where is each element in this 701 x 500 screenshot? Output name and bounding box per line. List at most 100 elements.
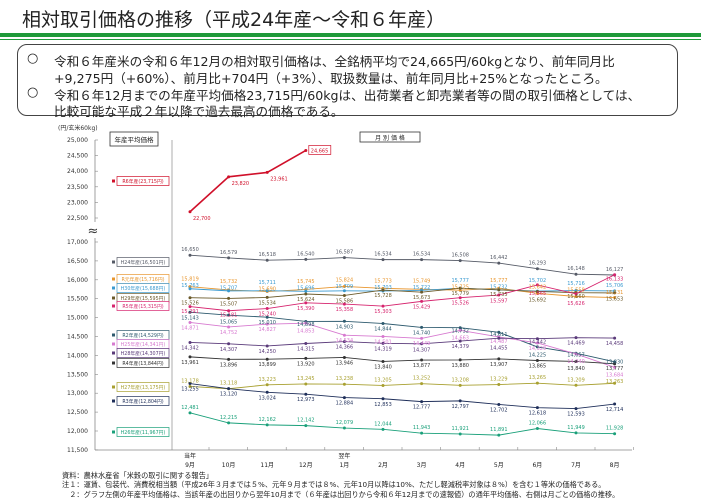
legend-label: H25年産(14,341円)	[121, 341, 166, 348]
data-point	[420, 336, 424, 340]
data-label: 14,458	[606, 341, 624, 347]
data-label: 14,898	[297, 322, 315, 328]
data-label: 13,229	[490, 377, 508, 383]
data-point	[188, 287, 192, 291]
data-point	[188, 340, 192, 344]
legend-marker	[112, 286, 115, 290]
data-label: 15,653	[606, 296, 624, 302]
legend-label: H28年産(14,307円)	[121, 350, 166, 357]
data-point	[420, 400, 424, 404]
data-label: 12,162	[258, 417, 276, 423]
data-label: 14,315	[297, 346, 315, 352]
data-label: 15,240	[258, 312, 276, 318]
data-point	[497, 336, 501, 340]
data-label: 12,066	[529, 421, 547, 427]
data-label: 14,442	[529, 339, 547, 345]
series-line	[189, 254, 615, 276]
data-label: 13,840	[374, 364, 392, 370]
data-point	[265, 344, 269, 348]
data-point	[342, 293, 346, 297]
data-label: 13,877	[413, 363, 431, 369]
data-point	[265, 307, 269, 311]
data-label: 14,752	[220, 330, 238, 336]
footnote-1: 注１：運賃、包装代、消費税相当額（平成26年３月までは５%、元年９月までは８%、…	[62, 480, 606, 490]
data-label: 15,722	[413, 285, 431, 291]
data-point	[535, 289, 539, 293]
data-label: 15,586	[336, 298, 354, 304]
data-point	[304, 301, 308, 305]
data-point	[342, 319, 346, 323]
data-label: 14,501	[374, 339, 392, 345]
data-label: 11,949	[567, 425, 585, 431]
data-point	[497, 288, 501, 292]
data-point	[497, 383, 501, 387]
data-label: 12,702	[490, 407, 508, 413]
summary-line: 令和６年12月までの年産平均価格23,715円/60kgは、出荷業者と卸売業者等…	[54, 88, 641, 103]
data-label: 15,773	[374, 278, 392, 284]
data-label: 11,943	[413, 425, 431, 431]
data-point	[265, 322, 269, 326]
data-label: 15,732	[220, 279, 238, 285]
data-point	[613, 432, 617, 436]
x-tick-label: 7月	[571, 462, 581, 469]
y-tick-label: 16,500	[67, 258, 88, 265]
data-label: 14,342	[181, 345, 199, 351]
data-label: 13,880	[451, 363, 469, 369]
x-tick-prefix: 当年	[184, 452, 196, 460]
legend-marker	[112, 179, 115, 183]
legend-marker	[112, 342, 115, 346]
data-label: 16,508	[451, 253, 469, 259]
data-point	[613, 296, 617, 300]
legend-marker	[112, 260, 115, 264]
data-label: 13,920	[297, 361, 315, 367]
legend-marker	[112, 399, 115, 403]
data-label: 15,707	[220, 286, 238, 292]
data-label: 13,208	[451, 377, 469, 383]
data-label: 15,692	[529, 298, 547, 304]
data-point	[420, 258, 424, 262]
data-point	[381, 383, 385, 387]
data-label: 13,178	[181, 378, 199, 384]
x-tick-prefix: 翌年	[338, 452, 350, 460]
data-label: 14,057	[567, 353, 585, 359]
data-label: 13,865	[529, 364, 547, 370]
data-point	[458, 432, 462, 436]
data-point	[227, 357, 231, 361]
data-label: 12,777	[413, 405, 431, 411]
data-point	[574, 359, 578, 363]
legend-label: H26年産(11,967円)	[121, 429, 166, 436]
data-point	[342, 426, 346, 430]
data-point	[574, 289, 578, 293]
data-point	[381, 397, 385, 401]
data-label: 13,238	[336, 376, 354, 382]
series-1	[188, 253, 617, 277]
data-label: 15,728	[374, 293, 392, 299]
data-point	[304, 257, 308, 261]
data-point	[613, 381, 617, 385]
y-tick-label: 14,500	[67, 334, 88, 341]
data-point	[188, 285, 192, 289]
data-point	[227, 325, 231, 329]
data-label: 15,749	[413, 278, 431, 284]
right-panel-label: 月 別 価 格	[375, 134, 405, 142]
x-tick-label: 5月	[494, 462, 504, 469]
data-point	[381, 334, 385, 338]
data-label: 13,205	[374, 377, 392, 383]
data-label: 16,148	[567, 266, 585, 272]
data-point	[458, 339, 462, 343]
series-line	[189, 383, 615, 410]
data-label: 15,711	[258, 280, 276, 286]
data-point	[227, 313, 231, 317]
data-label: 14,379	[451, 344, 469, 350]
x-tick-label: 1月	[339, 462, 349, 469]
data-label: 14,250	[258, 349, 276, 355]
data-point	[420, 382, 424, 386]
data-point	[613, 291, 617, 295]
legend-box	[116, 301, 170, 311]
series-9	[188, 355, 617, 366]
data-point	[227, 296, 231, 300]
left-panel-label: 年産平均価格	[115, 135, 155, 144]
data-point	[265, 357, 269, 361]
data-label: 15,865	[529, 291, 547, 297]
data-point	[304, 289, 308, 293]
